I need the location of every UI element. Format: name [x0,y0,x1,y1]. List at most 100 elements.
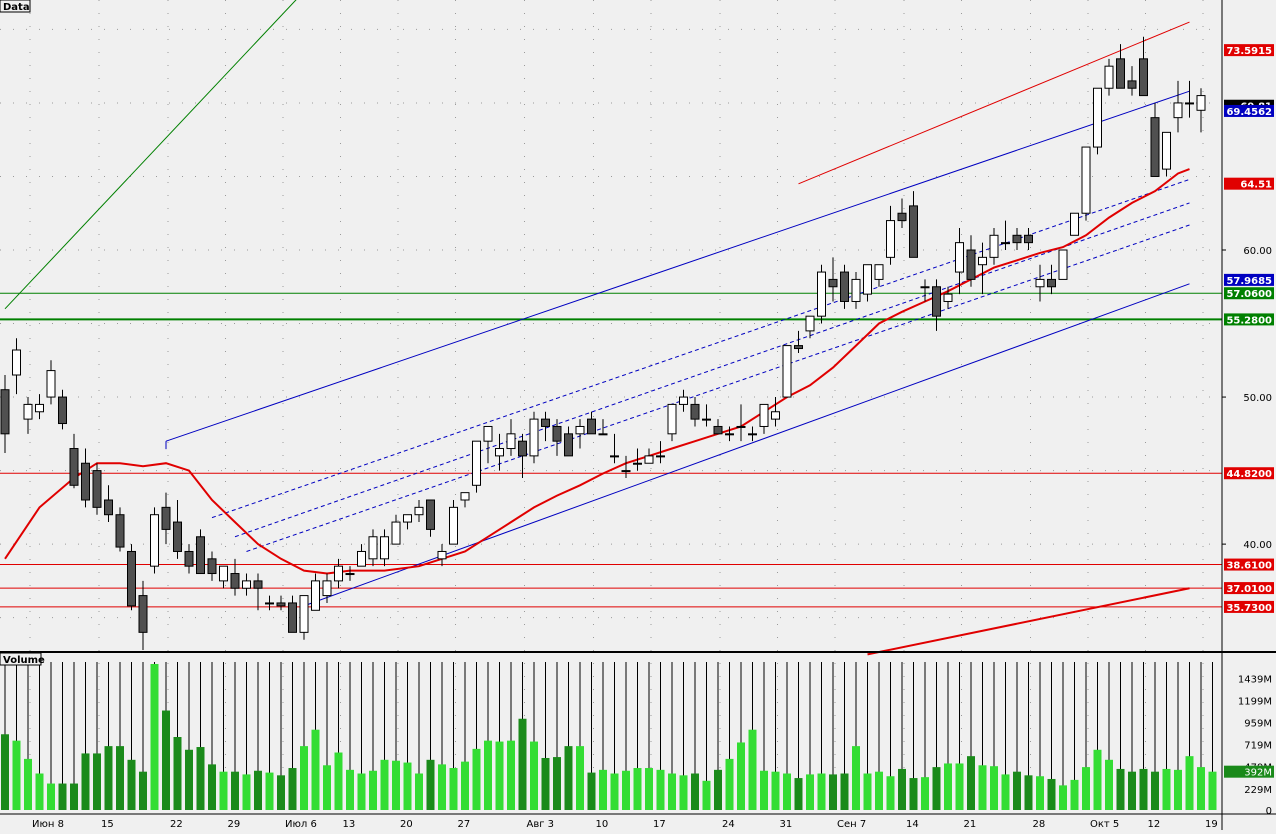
candle-down[interactable] [713,425,723,435]
volume-bar[interactable] [231,771,239,810]
candle-down[interactable] [230,573,240,589]
volume-bar[interactable] [1116,768,1125,810]
volume-bar[interactable] [288,768,297,810]
candle-up[interactable] [265,602,274,605]
candle-up[interactable] [472,440,481,486]
candle-down[interactable] [564,433,573,457]
candle-up[interactable] [656,455,665,458]
candle-down[interactable] [58,396,67,425]
volume-bar[interactable] [771,771,780,810]
volume-bar[interactable] [886,776,895,810]
candle-down[interactable] [253,580,263,589]
candle-up[interactable] [943,293,953,302]
candle-down[interactable] [115,514,125,548]
candle-up[interactable] [736,425,746,428]
candle-up[interactable] [1162,131,1171,170]
volume-bar[interactable] [622,770,630,810]
candle-down[interactable] [518,440,527,457]
volume-bar[interactable] [737,742,745,810]
volume-bar[interactable] [311,729,320,810]
volume-bar[interactable] [380,759,389,810]
candle-up[interactable] [357,550,366,567]
volume-bar[interactable] [507,740,515,810]
candle-down[interactable] [173,521,182,552]
volume-bar[interactable] [1128,771,1136,810]
candle-up[interactable] [219,565,228,582]
candle-down[interactable] [92,470,102,508]
volume-bar[interactable] [484,740,492,810]
volume-bar[interactable] [748,729,757,810]
volume-bar[interactable] [599,769,607,810]
candle-down[interactable] [1139,58,1148,97]
candle-down[interactable] [794,345,803,350]
volume-bar[interactable] [633,768,642,810]
volume-bar[interactable] [472,748,481,810]
volume-bar[interactable] [369,770,377,810]
volume-bar[interactable] [829,774,837,810]
candle-down[interactable] [1012,234,1022,244]
volume-bar[interactable] [438,764,446,810]
candle-up[interactable] [311,580,320,611]
candle-down[interactable] [897,212,907,222]
volume-bar[interactable] [116,746,124,810]
candle-up[interactable] [679,396,688,405]
candle-down[interactable] [587,418,596,435]
candle-up[interactable] [633,462,642,465]
volume-bar[interactable] [679,775,688,810]
candle-up[interactable] [1001,242,1010,245]
volume-bar[interactable] [656,769,665,810]
candle-up[interactable] [1173,102,1183,119]
candle-down[interactable] [104,499,113,516]
candle-up[interactable] [1196,95,1206,111]
volume-bar[interactable] [334,752,343,810]
candle-up[interactable] [334,565,343,582]
candle-up[interactable] [495,448,504,457]
volume-bar[interactable] [1013,771,1021,810]
candle-up[interactable] [702,418,711,421]
candle-up[interactable] [391,521,401,545]
candle-up[interactable] [886,220,895,258]
candle-up[interactable] [610,455,619,458]
volume-bar[interactable] [1151,771,1159,810]
candle-up[interactable] [345,573,355,576]
candle-up[interactable] [529,418,539,457]
candle-up[interactable] [380,536,389,560]
volume-bar[interactable] [357,773,366,811]
candle-up[interactable] [598,433,608,436]
volume-bar[interactable] [541,757,550,810]
candle-down[interactable] [909,205,918,258]
volume-bar[interactable] [495,741,504,810]
candle-down[interactable] [161,506,171,530]
candle-up[interactable] [782,345,792,398]
candle-down[interactable] [196,536,205,575]
volume-bar[interactable] [196,747,205,810]
volume-bar[interactable] [1024,775,1033,810]
volume-bar[interactable] [392,760,400,810]
volume-bar[interactable] [1208,771,1217,810]
volume-bar[interactable] [403,762,412,810]
volume-bar[interactable] [1,734,9,810]
candle-up[interactable] [920,286,930,289]
candle-up[interactable] [1035,278,1045,288]
candle-up[interactable] [23,403,33,420]
candle-up[interactable] [506,433,516,450]
volume-bar[interactable] [1047,778,1056,810]
candle-up[interactable] [1104,65,1114,89]
volume-bar[interactable] [530,741,538,810]
candle-up[interactable] [817,271,826,317]
candle-up[interactable] [12,349,21,376]
volume-bar[interactable] [1036,776,1044,810]
candle-up[interactable] [449,506,458,545]
candle-up[interactable] [1081,146,1091,214]
candle-up[interactable] [460,492,470,501]
volume-bar[interactable] [219,771,228,810]
volume-bar[interactable] [1162,768,1171,810]
candle-down[interactable] [552,425,562,442]
candle-up[interactable] [989,234,999,258]
candle-up[interactable] [978,256,987,266]
candle-up[interactable] [1185,102,1194,105]
volume-bar[interactable] [1174,769,1182,810]
volume-bar[interactable] [760,770,768,810]
candle-up[interactable] [242,580,251,589]
